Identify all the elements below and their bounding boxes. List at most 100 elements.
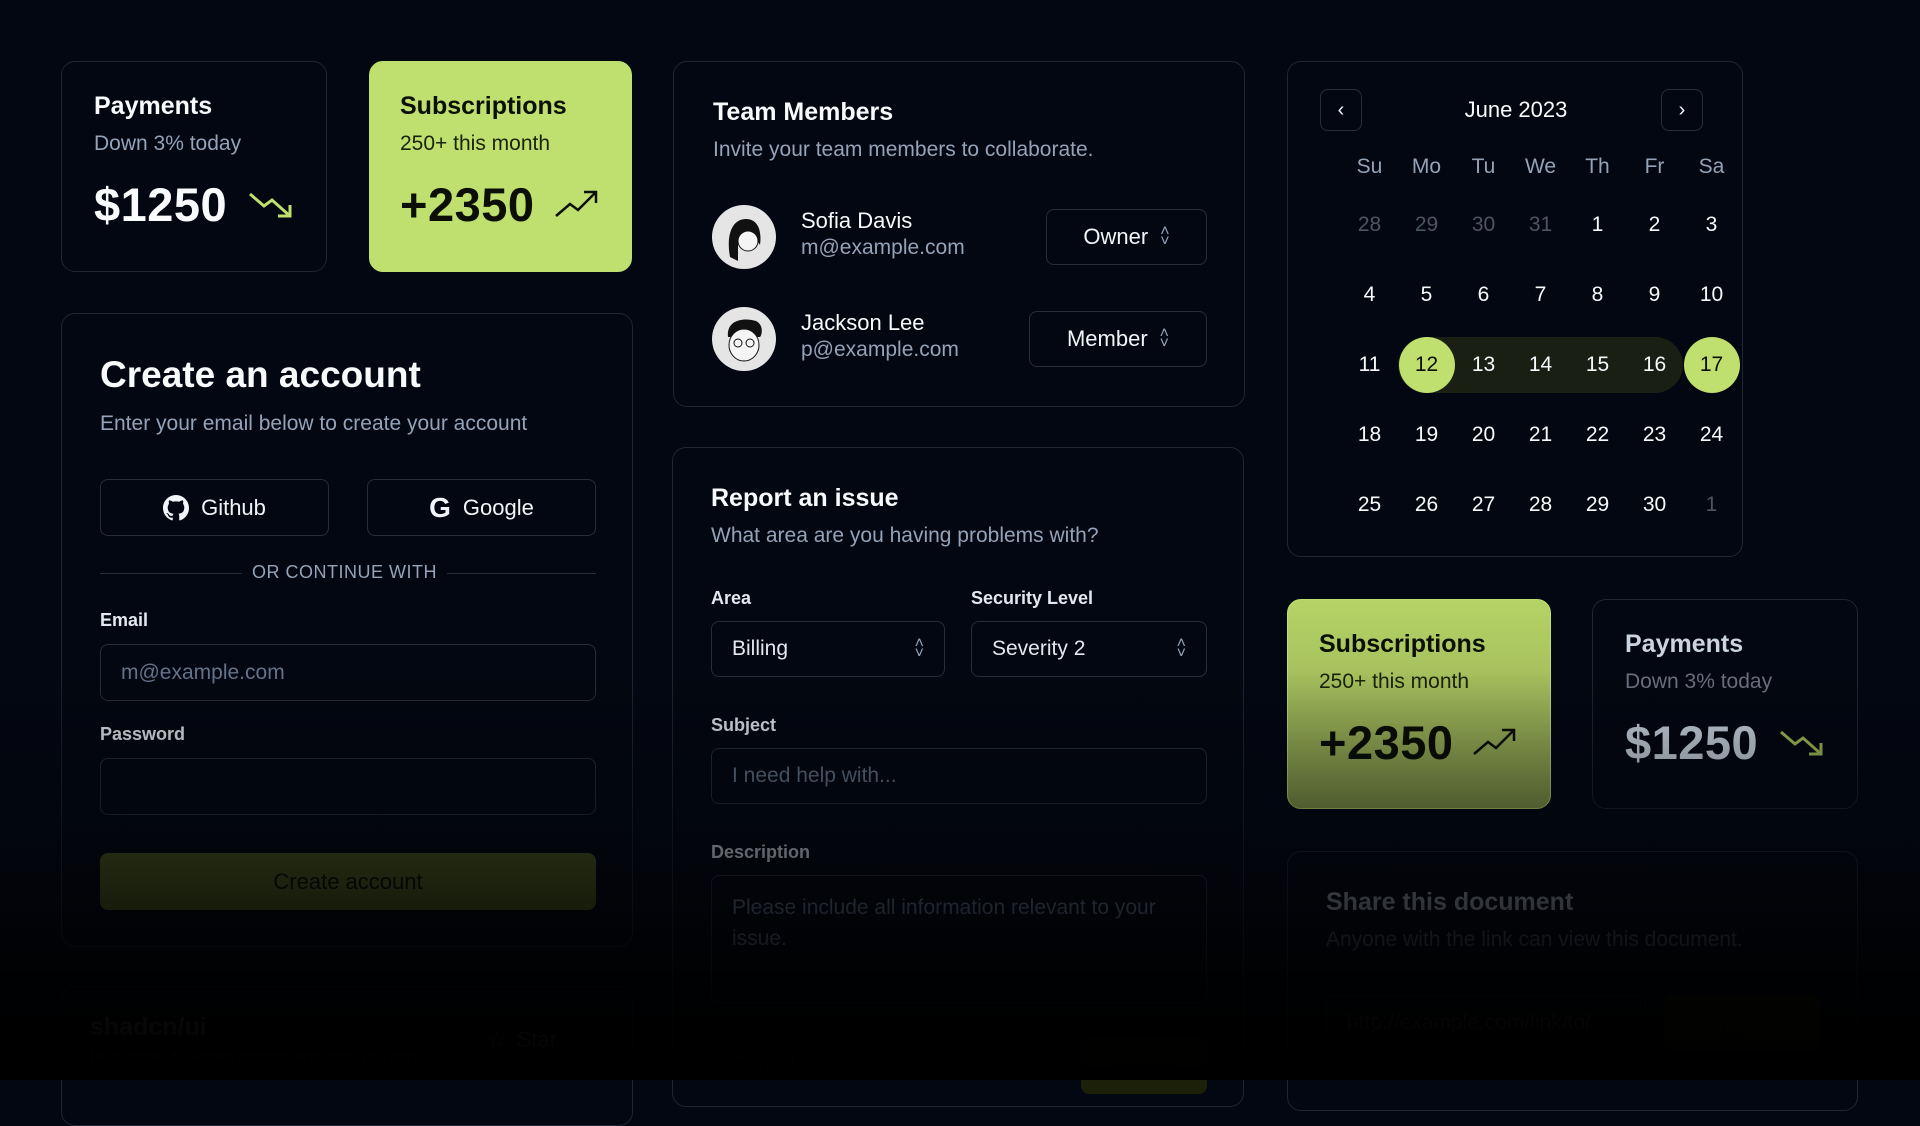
create-account-subtitle: Enter your email below to create your ac… (100, 412, 528, 435)
calendar-day[interactable]: 24 (1699, 423, 1724, 446)
subject-input[interactable]: I need help with... (711, 748, 1207, 804)
calendar-day[interactable]: 30 (1471, 213, 1496, 236)
calendar-day[interactable]: 21 (1528, 423, 1553, 446)
google-button[interactable]: G Google (367, 479, 596, 536)
area-label: Area (711, 588, 752, 608)
calendar-day[interactable]: 30 (1642, 493, 1667, 516)
calendar-day[interactable]: 10 (1699, 283, 1724, 306)
chevrons-up-down-icon: ˄ ˅ (1176, 635, 1186, 662)
create-account-button[interactable]: Create account (100, 853, 596, 910)
trending-up-icon (555, 190, 598, 217)
subscriptions-value: +2350 (1319, 716, 1454, 769)
calendar-day[interactable]: 5 (1420, 283, 1433, 306)
description-textarea[interactable]: Please include all information relevant … (711, 875, 1207, 1003)
calendar-day[interactable]: 29 (1414, 213, 1439, 236)
calendar-day[interactable]: 26 (1414, 493, 1439, 516)
divider-text: OR CONTINUE WITH (242, 562, 447, 583)
calendar-day[interactable]: 29 (1585, 493, 1610, 516)
calendar-day-selected[interactable]: 17 (1683, 330, 1740, 400)
report-issue-card: Report an issue What area are you having… (672, 447, 1244, 1107)
calendar-day[interactable]: 25 (1357, 493, 1382, 516)
subject-label: Subject (711, 715, 777, 735)
chevrons-up-down-icon: ˄ ˅ (1159, 325, 1170, 352)
calendar-card: ‹ June 2023 › Su Mo Tu We Th Fr Sa 28 29 30 31 1 2 3… (1287, 61, 1743, 557)
payments-subtitle: Down 3% today (1625, 670, 1773, 693)
weekday-label: Su (1356, 155, 1383, 178)
weekday-label: Tu (1471, 155, 1496, 178)
payments-card-2: Payments Down 3% today $1250 (1592, 599, 1858, 809)
calendar-day[interactable]: 2 (1648, 213, 1661, 236)
email-label: Email (100, 610, 149, 630)
password-input[interactable] (100, 758, 596, 815)
subscriptions-title: Subscriptions (400, 92, 567, 120)
share-document-card: Share this document Anyone with the link… (1287, 851, 1858, 1111)
chevrons-up-down-icon: ˄ ˅ (1160, 223, 1170, 250)
calendar-day[interactable]: 27 (1471, 493, 1496, 516)
payments-subtitle: Down 3% today (94, 132, 242, 155)
weekday-label: We (1524, 155, 1557, 178)
chevron-right-icon: › (1678, 98, 1686, 121)
calendar-day[interactable]: 9 (1648, 283, 1661, 306)
next-month-button[interactable]: › (1661, 89, 1703, 131)
trending-down-icon (249, 192, 292, 218)
role-select[interactable]: Member ˄ ˅ (1029, 311, 1207, 367)
repo-description: Beautifully designed components that you… (90, 1049, 430, 1066)
member-name: Jackson Lee (801, 310, 925, 335)
avatar-sofia-icon (728, 219, 761, 261)
calendar-day[interactable]: 15 (1585, 353, 1610, 376)
calendar-day[interactable]: 28 (1528, 493, 1553, 516)
member-email: p@example.com (801, 338, 959, 361)
password-label: Password (100, 724, 186, 744)
email-input[interactable]: m@example.com (100, 644, 596, 701)
google-label: Google (462, 494, 534, 520)
security-level-select[interactable]: Severity 2 ˄ ˅ (971, 621, 1207, 677)
share-title: Share this document (1326, 888, 1574, 916)
security-level-label: Security Level (971, 588, 1094, 608)
calendar-day[interactable]: 11 (1358, 353, 1381, 376)
avatar (712, 307, 776, 371)
create-account-card: Create an account Enter your email below… (61, 313, 633, 947)
submit-button[interactable]: Submit (1081, 1038, 1207, 1094)
calendar-day[interactable]: 20 (1471, 423, 1496, 446)
calendar-day[interactable]: 19 (1414, 423, 1439, 446)
google-icon: G (429, 491, 451, 523)
calendar-day[interactable]: 3 (1705, 213, 1718, 236)
subscriptions-title: Subscriptions (1319, 630, 1486, 658)
copy-link-button[interactable]: Copy Link (1664, 995, 1820, 1051)
member-name: Sofia Davis (801, 208, 913, 233)
calendar-day[interactable]: 13 (1471, 353, 1496, 376)
role-select[interactable]: Owner ˄ ˅ (1046, 209, 1207, 265)
calendar-day[interactable]: 23 (1642, 423, 1667, 446)
calendar-day[interactable]: 18 (1357, 423, 1382, 446)
payments-title: Payments (94, 92, 213, 120)
payments-card: Payments Down 3% today $1250 (61, 61, 327, 272)
member-email: m@example.com (801, 236, 965, 259)
calendar-day[interactable]: 1 (1591, 213, 1604, 236)
area-select[interactable]: Billing ˄ ˅ (711, 621, 945, 677)
calendar-day-selected[interactable]: 12 (1398, 330, 1455, 400)
subscriptions-card: Subscriptions 250+ this month +2350 (369, 61, 632, 272)
calendar-day[interactable]: 31 (1528, 213, 1553, 236)
create-account-title: Create an account (100, 354, 421, 395)
github-button[interactable]: Github (100, 479, 329, 536)
repo-card: shadcn/ui Beautifully designed component… (61, 986, 633, 1126)
cancel-button[interactable]: Cancel (733, 1054, 796, 1076)
weekday-label: Sa (1698, 155, 1725, 178)
calendar-day[interactable]: 1 (1705, 493, 1718, 516)
description-label: Description (711, 842, 811, 862)
weekday-label: Mo (1411, 155, 1442, 178)
calendar-day[interactable]: 22 (1585, 423, 1610, 446)
calendar-day[interactable]: 8 (1591, 283, 1604, 306)
calendar-day[interactable]: 16 (1642, 353, 1667, 376)
calendar-day[interactable]: 7 (1534, 283, 1547, 306)
github-icon (163, 494, 190, 520)
payments-title: Payments (1625, 630, 1744, 658)
share-link-input[interactable]: http://example.com/link/to/ (1326, 995, 1646, 1051)
team-members-card: Team Members Invite your team members to… (673, 61, 1245, 407)
calendar-day[interactable]: 14 (1528, 353, 1553, 376)
calendar-day[interactable]: 4 (1363, 283, 1376, 306)
subscriptions-value: +2350 (400, 178, 535, 231)
calendar-day[interactable]: 28 (1357, 213, 1382, 236)
calendar-day[interactable]: 6 (1477, 283, 1490, 306)
star-button[interactable]: ☆ Star (487, 1027, 558, 1052)
